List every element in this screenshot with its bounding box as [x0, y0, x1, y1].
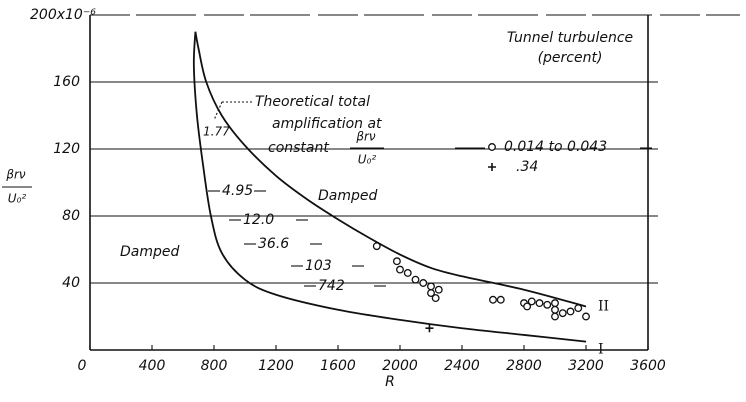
data-point: [558, 309, 567, 318]
data-point: [543, 300, 552, 309]
data-point: [496, 295, 505, 304]
data-point: [419, 279, 428, 287]
legend-symbol: [488, 143, 496, 151]
legend-symbol: [488, 163, 496, 171]
region-label: Damped: [120, 244, 179, 260]
y-tick-label: 80: [62, 208, 80, 224]
data-point: [427, 289, 435, 297]
y-tick-label: 40: [62, 275, 80, 291]
x-tick-label: 2400: [444, 358, 480, 374]
annotation-denominator: U₀²: [358, 153, 377, 167]
data-point: [523, 302, 532, 311]
region-label: Damped: [318, 188, 377, 204]
data-point: [403, 269, 412, 277]
x-tick-label: 2000: [382, 358, 418, 374]
data-point: [551, 312, 559, 321]
data-point: [582, 312, 590, 321]
data-point: [551, 305, 559, 314]
data-point: [574, 304, 583, 313]
x-tick-label: 800: [201, 358, 228, 374]
annotation-line: Theoretical total: [255, 94, 370, 110]
legend-title: Tunnel turbulence: [507, 30, 633, 46]
annotation-line: amplification at: [272, 116, 382, 132]
contour-label: 12.0: [243, 212, 274, 228]
neutral-curve: [192, 31, 587, 343]
data-point: [372, 242, 381, 251]
data-point: [527, 297, 536, 306]
x-axis-label: R: [385, 374, 395, 390]
contour-label: 36.6: [258, 236, 289, 252]
data-point: [392, 257, 401, 266]
x-tick-label: 3600: [630, 358, 666, 374]
x-tick-label: 1600: [320, 358, 356, 374]
annotation-line: constant: [268, 140, 329, 156]
curve-label: I: [598, 342, 604, 358]
legend-title: (percent): [538, 50, 603, 66]
x-tick-label: 1200: [258, 358, 294, 374]
curve-label: II: [598, 298, 609, 314]
neutral-curve: [194, 31, 587, 308]
y-tick-label: 120: [53, 141, 80, 157]
legend-label: 0.014 to 0.043: [504, 139, 607, 155]
contour-label: 742: [318, 278, 345, 294]
data-point: [434, 285, 443, 294]
legend-label: .34: [516, 159, 538, 175]
x-tick-label: 3200: [568, 358, 604, 374]
annotation-lead: [213, 101, 223, 121]
x-tick-label: 2800: [506, 358, 542, 374]
contour-label: 4.95: [222, 183, 253, 199]
data-point: [551, 299, 559, 308]
data-point: [535, 299, 544, 308]
x-tick-label: 0: [78, 358, 87, 374]
data-point: [427, 282, 435, 291]
contour-label: 103: [305, 258, 332, 274]
y-axis-label-denominator: U₀²: [8, 192, 27, 206]
annotation-numerator: βrν: [355, 130, 376, 144]
data-point: [411, 275, 420, 284]
y-tick-label: 200x10⁻⁶: [30, 7, 96, 23]
data-point: [425, 324, 434, 333]
data-point: [566, 307, 575, 316]
data-point: [489, 295, 497, 304]
data-point: [431, 294, 440, 303]
contour-label: 1.77: [203, 125, 230, 139]
data-point: [396, 265, 404, 274]
y-axis-label-numerator: βrν: [5, 168, 26, 182]
y-tick-label: 160: [53, 74, 80, 90]
x-tick-label: 400: [139, 358, 166, 374]
